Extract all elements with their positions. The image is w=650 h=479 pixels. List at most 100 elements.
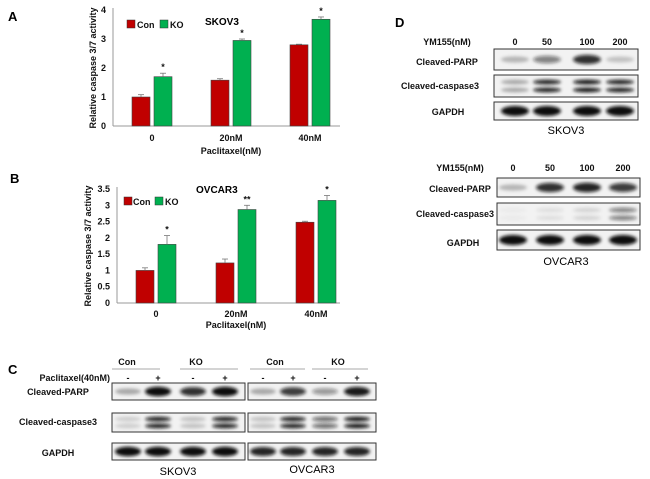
blot-band	[573, 54, 601, 65]
dose-value: 200	[615, 163, 630, 173]
blot-band	[609, 215, 637, 221]
treatment-sign: +	[222, 373, 227, 383]
bar-con	[210, 79, 230, 127]
blot-band	[115, 388, 141, 395]
dose-value: 50	[542, 37, 552, 47]
blot-band	[609, 207, 637, 213]
blot-membrane	[493, 101, 639, 121]
x-tick-label: 20nM	[219, 133, 242, 143]
x-tick-label: 40nM	[304, 309, 327, 319]
blot-band	[533, 106, 561, 116]
blot-band	[501, 79, 529, 85]
y-tick-label: 4	[101, 5, 106, 15]
chart-ovcar3-caspase: OVCAR3 Con KO Relative caspase 3/7 activ…	[83, 184, 340, 330]
y-tick-label: 3	[105, 200, 110, 210]
x-axis-label: Paclitaxel(nM)	[206, 320, 267, 330]
blot-band	[536, 235, 564, 245]
bar-ko	[157, 244, 177, 304]
row-label: Cleaved-PARP	[27, 387, 89, 397]
dose-label: YM155(nM)	[423, 37, 471, 47]
blot-band	[250, 446, 276, 457]
bar-ko	[153, 76, 173, 127]
bar-ko	[317, 200, 337, 304]
cell-line-label: OVCAR3	[543, 256, 588, 268]
blot-band	[312, 388, 338, 395]
legend-swatch-con	[123, 196, 133, 206]
x-tick-label: 0	[153, 309, 158, 319]
blot-band	[180, 446, 206, 457]
blot-membrane	[496, 202, 641, 226]
blot-band	[573, 235, 601, 245]
bar-con	[289, 44, 309, 127]
significance-mark: *	[161, 62, 165, 72]
blot-band	[501, 87, 529, 93]
y-tick-label: 0	[101, 121, 106, 131]
y-axis-label: Relative caspase 3/7 activity	[88, 7, 98, 128]
row-label: Cleaved-PARP	[416, 57, 478, 67]
x-axis-label: Paclitaxel(nM)	[201, 146, 262, 156]
blot-band	[573, 182, 601, 193]
panel-c-western-blot: Con KO Con KO Paclitaxel(40nM) Cleaved-P…	[19, 357, 377, 478]
panel-label-a: A	[8, 9, 18, 24]
blot-band	[312, 446, 338, 457]
legend-swatch-ko	[159, 19, 169, 29]
blot-band	[212, 423, 238, 429]
y-tick-label: 3	[101, 34, 106, 44]
chart-skov3-caspase: SKOV3 Con KO Relative caspase 3/7 activi…	[88, 5, 340, 156]
blot-band	[573, 87, 601, 93]
panel-label-c: C	[8, 362, 18, 377]
blot-band	[250, 423, 276, 429]
blot-band	[573, 79, 601, 85]
chart-title: SKOV3	[205, 17, 239, 28]
significance-mark: *	[240, 28, 244, 38]
dose-value: 50	[545, 163, 555, 173]
x-tick-label: 20nM	[224, 309, 247, 319]
blot-band	[250, 388, 276, 395]
group-label-con: Con	[266, 357, 284, 367]
panel-label-b: B	[10, 171, 19, 186]
blot-band	[573, 207, 601, 213]
blot-band	[250, 416, 276, 422]
blot-band	[115, 446, 141, 457]
group-label-con: Con	[118, 357, 136, 367]
treatment-sign: +	[290, 373, 295, 383]
row-label: Cleaved-caspase3	[19, 417, 97, 427]
treatment-sign: -	[262, 373, 265, 383]
treatment-sign: -	[192, 373, 195, 383]
dose-value: 200	[612, 37, 627, 47]
blot-membrane	[111, 442, 246, 461]
blot-band	[312, 423, 338, 429]
blot-membrane	[247, 412, 377, 433]
blot-band	[212, 386, 238, 397]
blot-band	[180, 416, 206, 422]
y-tick-label: 0	[105, 298, 110, 308]
bar-ko	[232, 40, 252, 127]
blot-band	[280, 416, 306, 422]
blot-band	[180, 423, 206, 429]
blot-band	[280, 387, 306, 396]
blot-band	[501, 106, 529, 116]
row-label: Cleaved-PARP	[429, 184, 491, 194]
blot-band	[280, 423, 306, 429]
blot-membrane	[493, 74, 639, 98]
blot-band	[573, 215, 601, 221]
blot-band	[499, 216, 527, 221]
x-tick-label: 40nM	[298, 133, 321, 143]
blot-band	[344, 446, 370, 457]
blot-band	[145, 386, 171, 397]
blot-band	[115, 416, 141, 422]
blot-band	[606, 87, 634, 93]
treatment-sign: +	[354, 373, 359, 383]
blot-band	[344, 386, 370, 397]
blot-membrane	[111, 382, 246, 401]
blot-band	[609, 183, 637, 192]
blot-band	[145, 416, 171, 422]
y-tick-label: 3.5	[97, 184, 110, 194]
legend-swatch-ko	[154, 196, 164, 206]
blot-band	[499, 184, 527, 191]
dose-value: 100	[579, 163, 594, 173]
panel-d-western-blot: YM155(nM) Cleaved-PARP Cleaved-caspase3 …	[401, 37, 641, 268]
group-label-ko: KO	[331, 357, 345, 367]
y-axis-label: Relative caspase 3/7 activity	[83, 185, 93, 306]
